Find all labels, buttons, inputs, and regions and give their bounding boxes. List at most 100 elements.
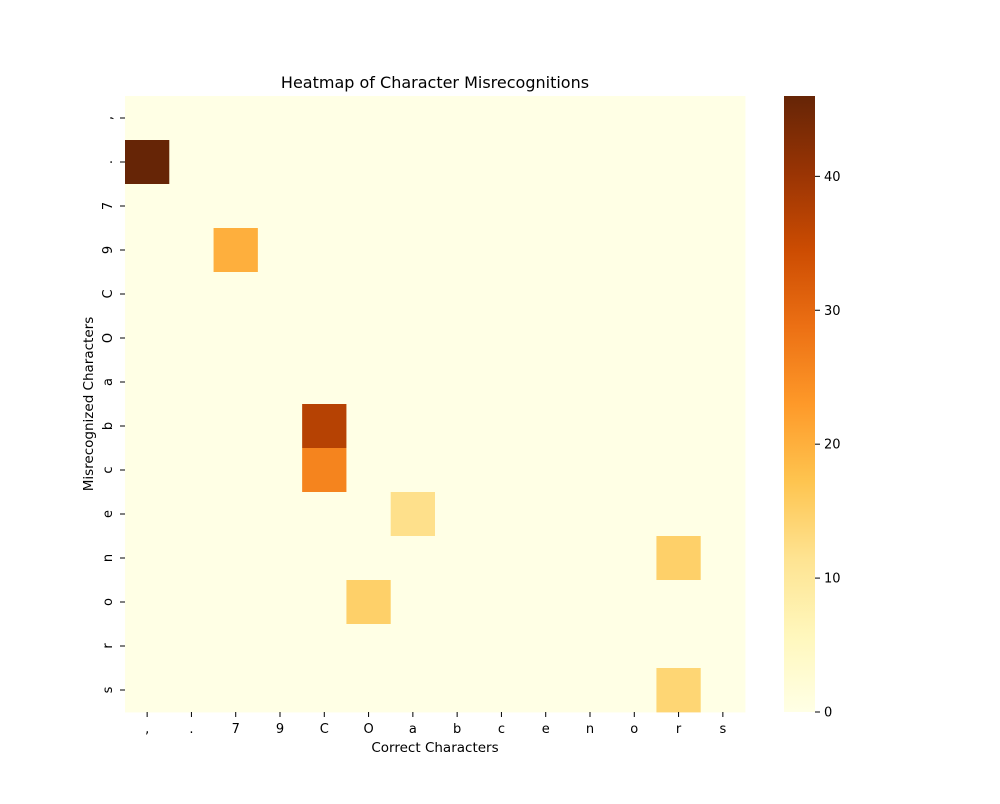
heatmap-cell xyxy=(700,668,746,713)
heatmap-cell xyxy=(213,316,259,361)
heatmap-cell xyxy=(302,96,347,141)
heatmap-cell xyxy=(169,140,214,185)
heatmap-cell xyxy=(125,272,170,317)
x-tick-label: . xyxy=(189,722,193,737)
heatmap-cell xyxy=(169,360,214,405)
heatmap-cell xyxy=(656,316,702,361)
heatmap-cell xyxy=(612,316,657,361)
heatmap-cell xyxy=(213,360,259,405)
heatmap-cell xyxy=(213,492,259,537)
heatmap-cell xyxy=(390,316,436,361)
heatmap-cell xyxy=(700,360,746,405)
y-tick-label: O xyxy=(101,333,116,343)
heatmap-cell xyxy=(700,492,746,537)
heatmap-cell xyxy=(656,140,702,185)
heatmap-cell xyxy=(523,360,569,405)
heatmap-cell xyxy=(257,228,303,273)
heatmap-cell xyxy=(169,668,214,713)
heatmap-cell xyxy=(612,184,657,229)
heatmap-cell xyxy=(257,316,303,361)
x-tick-label: o xyxy=(630,722,638,737)
heatmap-cell xyxy=(435,316,480,361)
heatmap-cell xyxy=(656,536,702,581)
heatmap-cell xyxy=(302,536,347,581)
heatmap-cell xyxy=(125,96,170,141)
heatmap-cell xyxy=(169,536,214,581)
heatmap-cell xyxy=(567,492,613,537)
x-tick-label: O xyxy=(363,722,373,737)
heatmap-cell xyxy=(169,228,214,273)
heatmap-cell xyxy=(346,448,392,493)
heatmap-cell xyxy=(169,448,214,493)
heatmap-cell xyxy=(612,404,657,449)
heatmap-cell xyxy=(257,624,303,669)
heatmap-cell xyxy=(523,140,569,185)
heatmap-cell xyxy=(125,624,170,669)
heatmap-cell xyxy=(700,96,746,141)
heatmap-cell xyxy=(302,580,347,625)
heatmap-cell xyxy=(302,360,347,405)
heatmap-cell xyxy=(612,624,657,669)
heatmap-cell xyxy=(390,580,436,625)
heatmap-cell xyxy=(302,448,347,493)
heatmap-cell xyxy=(523,668,569,713)
heatmap-cell xyxy=(479,184,524,229)
heatmap-cell xyxy=(257,184,303,229)
y-tick-label: r xyxy=(101,643,116,649)
heatmap-cell xyxy=(213,624,259,669)
heatmap-cell xyxy=(479,96,524,141)
heatmap-cell xyxy=(169,316,214,361)
heatmap-cell xyxy=(700,536,746,581)
y-tick-label: 9 xyxy=(101,246,116,254)
heatmap-cell xyxy=(479,580,524,625)
heatmap-cell xyxy=(213,272,259,317)
heatmap-cell xyxy=(125,492,170,537)
x-tick-label: 7 xyxy=(232,722,240,737)
heatmap-cell xyxy=(656,624,702,669)
heatmap-cell xyxy=(257,580,303,625)
y-tick-label: o xyxy=(101,598,116,606)
heatmap-cell xyxy=(700,228,746,273)
heatmap-cell xyxy=(346,492,392,537)
heatmap-cell xyxy=(390,492,436,537)
heatmap-cell xyxy=(435,184,480,229)
heatmap-cell xyxy=(257,96,303,141)
heatmap-cell xyxy=(700,184,746,229)
heatmap-cell xyxy=(346,668,392,713)
heatmap-cell xyxy=(169,404,214,449)
y-tick-label: c xyxy=(101,466,116,473)
heatmap-cell xyxy=(656,492,702,537)
y-tick-label: b xyxy=(101,422,116,430)
heatmap-cell xyxy=(435,492,480,537)
heatmap-cell xyxy=(257,140,303,185)
heatmap-cell xyxy=(656,404,702,449)
heatmap-cell xyxy=(390,184,436,229)
heatmap-cell xyxy=(523,580,569,625)
heatmap-cell xyxy=(435,360,480,405)
heatmap-cell xyxy=(169,184,214,229)
heatmap-cell xyxy=(700,140,746,185)
heatmap-cell xyxy=(169,96,214,141)
heatmap-cell xyxy=(435,96,480,141)
heatmap-cell xyxy=(567,448,613,493)
heatmap-cell xyxy=(169,624,214,669)
heatmap-cell xyxy=(567,624,613,669)
heatmap-cell xyxy=(213,668,259,713)
heatmap-cell xyxy=(213,184,259,229)
heatmap-cell xyxy=(567,360,613,405)
x-tick-label: c xyxy=(498,722,505,737)
y-tick-label: , xyxy=(101,116,116,120)
heatmap-cell xyxy=(656,272,702,317)
heatmap-cell xyxy=(479,316,524,361)
y-axis-ticks: ,. 7 9 C Oa b c e n o r s xyxy=(101,116,125,693)
heatmap-cell xyxy=(656,668,702,713)
heatmap-cell xyxy=(346,360,392,405)
heatmap-cell xyxy=(169,492,214,537)
heatmap-cell xyxy=(567,228,613,273)
heatmap-cell xyxy=(213,536,259,581)
heatmap-cell xyxy=(257,404,303,449)
heatmap-cell xyxy=(213,580,259,625)
heatmap-cell xyxy=(125,536,170,581)
